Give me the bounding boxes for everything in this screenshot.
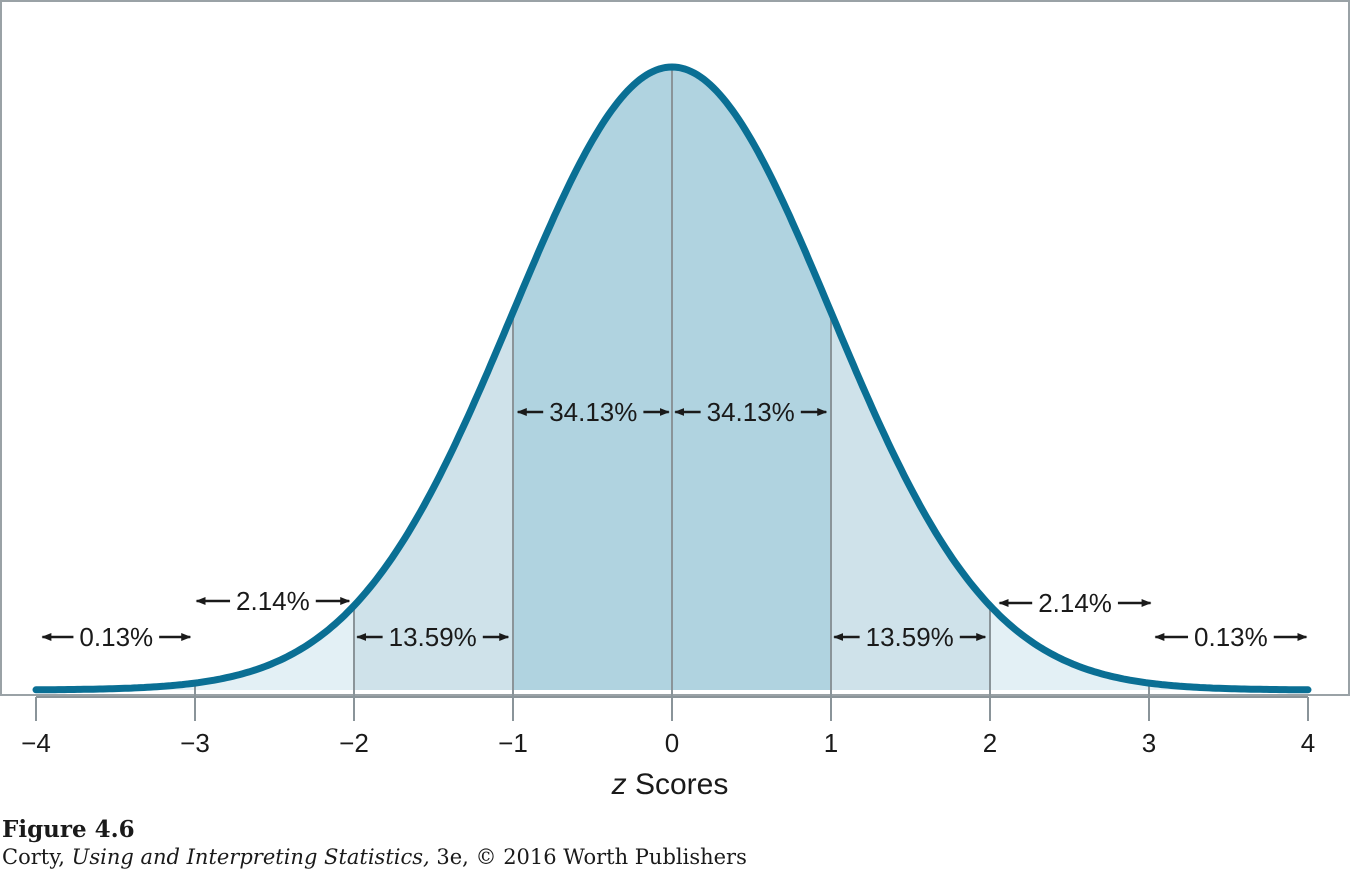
x-tick-label: −2 [339, 728, 369, 758]
band-area-7 [990, 605, 1149, 690]
band-area-2 [195, 605, 354, 690]
band-label-5: 34.13% [674, 397, 828, 427]
x-tick-label: 2 [983, 728, 997, 758]
x-tick-label: 0 [665, 728, 679, 758]
band-label-2: 2.14% [195, 586, 351, 616]
band-label-4: 34.13% [516, 397, 670, 427]
normal-curve-chart: −4 −3 −2 −1 0 1 2 3 4 0.13% 2.14% 13.59% 34.13% 34.1… [0, 0, 1350, 801]
band-percent-text: 2.14% [1038, 588, 1112, 618]
x-axis-title-variable: z [611, 768, 627, 801]
x-tick-label: −1 [498, 728, 528, 758]
x-axis-title: z Scores [611, 768, 729, 801]
figure-number: Figure 4.6 [2, 816, 135, 843]
normal-curve [32, 63, 1312, 694]
band-label-6: 13.59% [833, 622, 987, 652]
band-percent-text: 0.13% [1194, 622, 1268, 652]
x-axis-ticks: −4 −3 −2 −1 0 1 2 3 4 [21, 697, 1315, 758]
x-tick-label: 1 [824, 728, 838, 758]
band-percent-text: 34.13% [707, 397, 795, 427]
x-tick-label: −3 [180, 728, 210, 758]
percent-labels: 0.13% 2.14% 13.59% 34.13% 34.13% 13.59% 2.14% 0… [41, 397, 1308, 652]
band-label-7: 2.14% [998, 588, 1152, 618]
x-tick-label: 4 [1301, 728, 1315, 758]
band-label-1: 0.13% [41, 622, 192, 652]
x-axis-title-word: Scores [635, 768, 728, 801]
x-tick-label: −4 [21, 728, 51, 758]
band-percent-text: 0.13% [79, 622, 153, 652]
sd-divider-lines [194, 67, 1150, 697]
band-percent-text: 34.13% [549, 397, 637, 427]
band-label-8: 0.13% [1154, 622, 1308, 652]
credit-book-title: Using and Interpreting Statistics, [71, 845, 430, 869]
band-percent-text: 13.59% [866, 622, 954, 652]
credit-author: Corty, [2, 845, 72, 869]
figure-credit: Corty, Using and Interpreting Statistics… [2, 845, 747, 869]
band-percent-text: 2.14% [236, 586, 310, 616]
band-label-3: 13.59% [356, 622, 510, 652]
x-tick-label: 3 [1142, 728, 1156, 758]
credit-rest: 3e, © 2016 Worth Publishers [429, 845, 747, 869]
band-percent-text: 13.59% [389, 622, 477, 652]
